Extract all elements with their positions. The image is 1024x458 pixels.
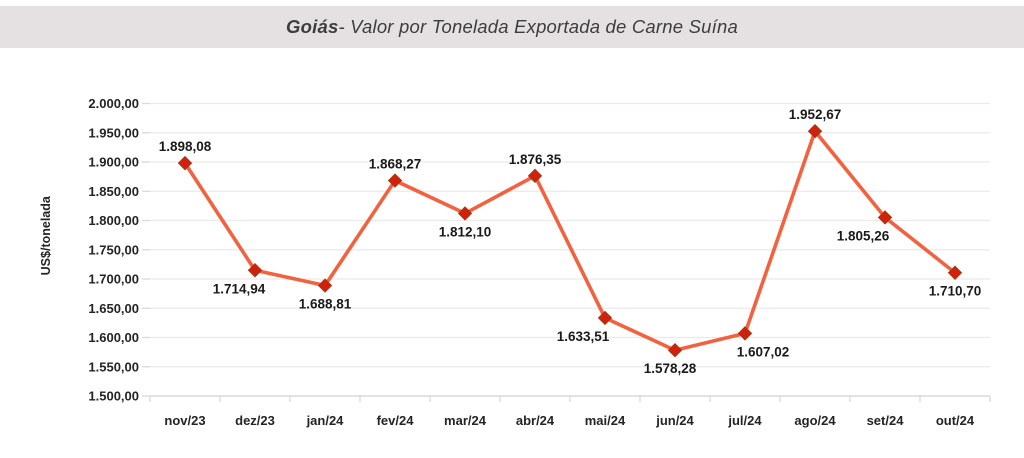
y-tick-label: 1.900,00 [88, 155, 139, 170]
x-tick-label: set/24 [867, 413, 905, 428]
data-point-marker [317, 278, 333, 293]
x-tick-label: mar/24 [444, 413, 487, 428]
x-tick-label: abr/24 [516, 413, 555, 428]
data-point-label: 1.868,27 [369, 157, 422, 172]
y-tick-label: 1.950,00 [88, 125, 139, 140]
x-tick-label: dez/23 [235, 413, 275, 428]
x-tick-label: ago/24 [794, 413, 836, 428]
data-point-marker [947, 265, 963, 280]
data-point-label: 1.876,35 [509, 152, 562, 167]
x-tick-label: fev/24 [377, 413, 415, 428]
data-point-marker [807, 123, 823, 139]
data-point-label: 1.952,67 [789, 107, 842, 122]
y-tick-label: 1.650,00 [88, 301, 139, 316]
data-point-label: 1.578,28 [644, 361, 697, 376]
x-tick-label: nov/23 [164, 413, 205, 428]
y-axis-title: US$/tonelada [39, 195, 53, 275]
chart-title-emphasis: Goiás [286, 16, 339, 37]
data-point-marker [737, 326, 753, 341]
y-tick-label: 1.550,00 [88, 359, 139, 374]
data-point-marker [877, 210, 893, 225]
data-point-marker [247, 263, 263, 278]
data-point-label: 1.898,08 [159, 139, 212, 154]
y-tick-label: 1.850,00 [88, 184, 139, 199]
x-tick-label: mai/24 [585, 413, 626, 428]
y-tick-label: 2.000,00 [88, 96, 139, 111]
data-point-label: 1.714,94 [213, 281, 266, 296]
x-tick-label: jun/24 [655, 413, 694, 428]
y-tick-label: 1.800,00 [88, 213, 139, 228]
line-chart: 2.000,00 1.950,00 1.900,00 1.850,00 1.800,00… [39, 96, 991, 428]
data-point-label: 1.607,02 [737, 344, 790, 359]
x-tick-label: out/24 [936, 413, 975, 428]
y-tick-label: 1.500,00 [88, 389, 139, 404]
data-point-label: 1.633,51 [557, 329, 610, 344]
chart-title-text: - Valor por Tonelada Exportada de Carne … [338, 16, 738, 37]
y-tick-label: 1.600,00 [88, 330, 139, 345]
data-point-label: 1.688,81 [299, 297, 352, 312]
series-line [183, 129, 957, 353]
data-point-label: 1.805,26 [837, 228, 890, 243]
data-point-marker [597, 310, 613, 326]
data-point-marker [667, 342, 683, 358]
data-point-marker [457, 206, 473, 221]
chart-title-bar: Goiás - Valor por Tonelada Exportada de … [0, 6, 1024, 48]
x-tick-label: jan/24 [306, 413, 345, 428]
data-point-marker [177, 155, 193, 171]
data-point-marker [527, 168, 543, 184]
data-point-label: 1.710,70 [929, 284, 982, 299]
y-tick-label: 1.750,00 [88, 242, 139, 257]
y-tick-label: 1.700,00 [88, 272, 139, 287]
x-tick-label: jul/24 [727, 413, 762, 428]
data-point-marker [387, 173, 403, 188]
data-point-label: 1.812,10 [439, 224, 492, 239]
